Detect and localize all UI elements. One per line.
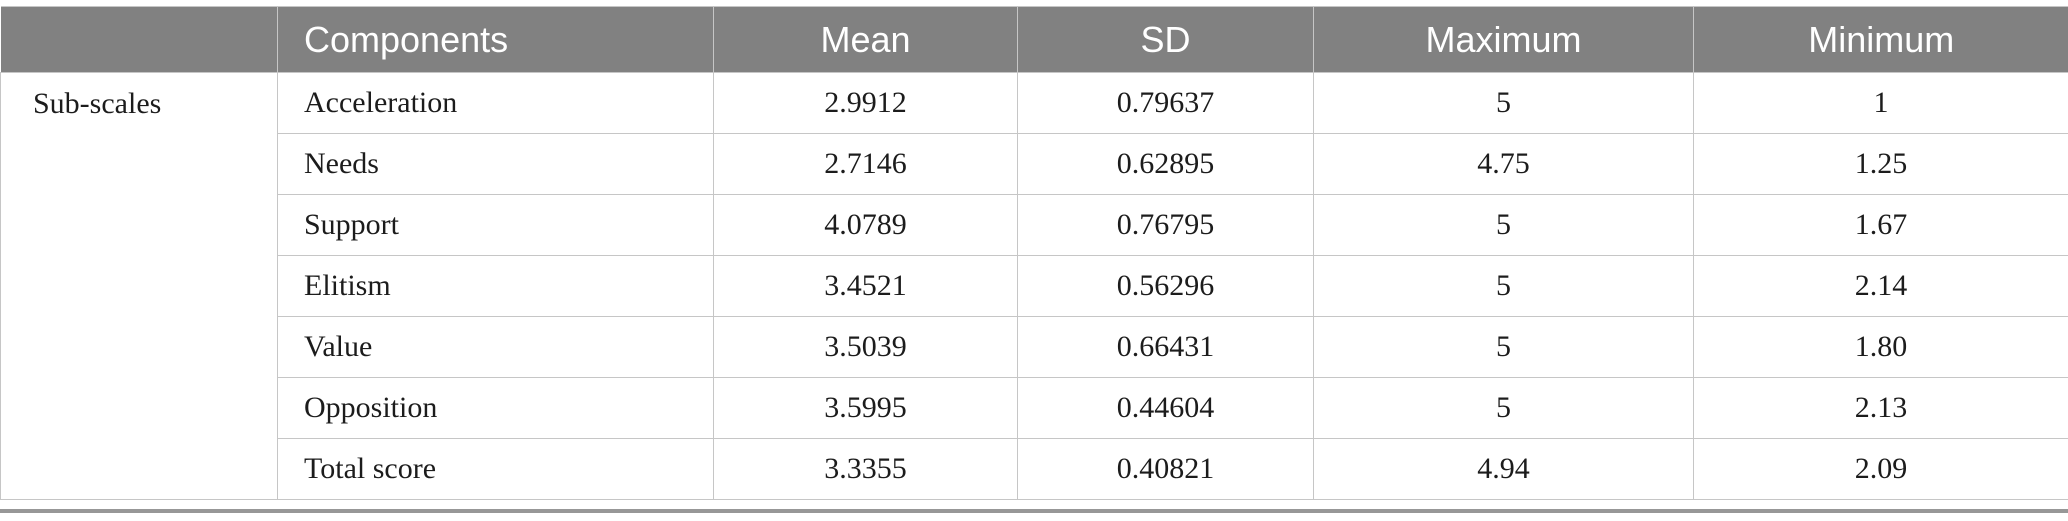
cell-maximum: 5: [1313, 72, 1694, 134]
cell-minimum: 1.80: [1693, 316, 2068, 378]
cell-maximum: 5: [1313, 316, 1694, 378]
table-row: Value 3.5039 0.66431 5 1.80: [1, 316, 2068, 378]
cell-component: Total score: [277, 438, 714, 500]
cell-component: Support: [277, 194, 714, 256]
cell-mean: 4.0789: [713, 194, 1018, 256]
cell-minimum: 1.67: [1693, 194, 2068, 256]
cell-sd: 0.62895: [1017, 133, 1314, 195]
header-row: Components Mean SD Maximum Minimum: [0, 6, 2068, 73]
cell-component: Needs: [277, 133, 714, 195]
cell-mean: 3.5995: [713, 377, 1018, 439]
header-cell-minimum: Minimum: [1693, 6, 2068, 73]
cell-maximum: 5: [1313, 255, 1694, 317]
cell-mean: 2.9912: [713, 72, 1018, 134]
header-cell-maximum: Maximum: [1313, 6, 1694, 73]
cell-component: Opposition: [277, 377, 714, 439]
cell-sd: 0.44604: [1017, 377, 1314, 439]
table-row: Sub-scales Acceleration 2.9912 0.79637 5…: [0, 72, 2068, 500]
cell-maximum: 4.94: [1313, 438, 1694, 500]
header-cell-mean: Mean: [713, 6, 1018, 73]
cell-maximum: 5: [1313, 377, 1694, 439]
row-group-label: Sub-scales: [0, 72, 278, 500]
cell-sd: 0.66431: [1017, 316, 1314, 378]
table-row: Needs 2.7146 0.62895 4.75 1.25: [1, 133, 2068, 195]
cell-component: Elitism: [277, 255, 714, 317]
cell-sd: 0.79637: [1017, 72, 1314, 134]
cell-minimum: 2.13: [1693, 377, 2068, 439]
header-cell-corner: [0, 6, 278, 73]
table-bottom-rule: [0, 509, 2068, 513]
cell-mean: 3.3355: [713, 438, 1018, 500]
descriptive-statistics-table: Components Mean SD Maximum Minimum Sub-s…: [0, 6, 2068, 500]
cell-sd: 0.76795: [1017, 194, 1314, 256]
cell-maximum: 5: [1313, 194, 1694, 256]
cell-mean: 3.5039: [713, 316, 1018, 378]
table-row: Support 4.0789 0.76795 5 1.67: [1, 194, 2068, 256]
table-row: Opposition 3.5995 0.44604 5 2.13: [1, 377, 2068, 439]
cell-mean: 2.7146: [713, 133, 1018, 195]
cell-mean: 3.4521: [713, 255, 1018, 317]
cell-component: Acceleration: [277, 72, 714, 134]
cell-minimum: 1: [1693, 72, 2068, 134]
cell-maximum: 4.75: [1313, 133, 1694, 195]
cell-sd: 0.56296: [1017, 255, 1314, 317]
table-row: Total score 3.3355 0.40821 4.94 2.09: [1, 438, 2068, 500]
cell-sd: 0.40821: [1017, 438, 1314, 500]
table-row: Elitism 3.4521 0.56296 5 2.14: [1, 255, 2068, 317]
cell-minimum: 1.25: [1693, 133, 2068, 195]
header-cell-components: Components: [277, 6, 714, 73]
cell-minimum: 2.09: [1693, 438, 2068, 500]
cell-minimum: 2.14: [1693, 255, 2068, 317]
header-cell-sd: SD: [1017, 6, 1314, 73]
cell-component: Value: [277, 316, 714, 378]
